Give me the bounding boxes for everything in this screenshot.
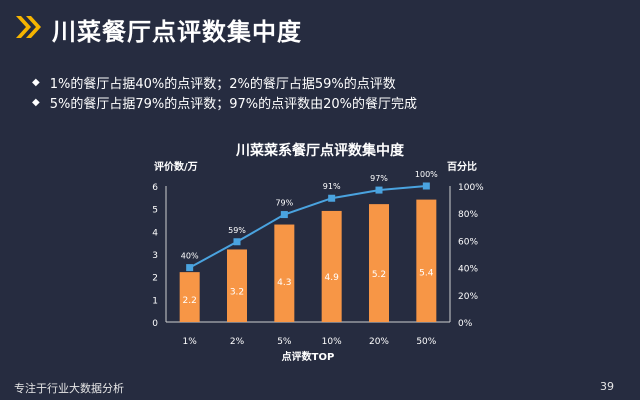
double-chevron-icon (16, 16, 41, 38)
y2-axis-title: 百分比 (447, 160, 477, 173)
line-value-label: 100% (415, 170, 438, 179)
bullet-list: ◆ 1%的餐厅占据40%的点评数；2%的餐厅占据59%的点评数 ◆ 5%的餐厅占… (30, 72, 417, 112)
y2-tick-label: 20% (458, 292, 478, 302)
bullet-text: 5%的餐厅占据79%的点评数；97%的点评数由20%的餐厅完成 (49, 96, 418, 112)
line-point (186, 264, 194, 272)
bar (321, 210, 342, 322)
line-point (422, 182, 430, 190)
bar-value-label: 4.9 (325, 273, 340, 283)
y2-tick-label: 0% (458, 319, 473, 329)
line-value-label: 97% (370, 174, 388, 183)
bar (179, 272, 200, 322)
bar (369, 204, 389, 322)
x-tick-label: 5% (277, 337, 292, 347)
diamond-bullet-icon: ◆ (32, 96, 40, 108)
x-tick-label: 20% (369, 337, 389, 347)
y2-tick-label: 80% (458, 210, 478, 220)
y-tick-label: 4 (152, 228, 158, 238)
line-value-label: 79% (275, 199, 293, 208)
y-tick-label: 6 (152, 183, 158, 193)
y-tick-label: 5 (152, 206, 158, 216)
x-tick-label: 50% (416, 337, 436, 347)
footer-text: 专注于行业大数据分析 (14, 382, 124, 395)
line-point (280, 211, 288, 219)
bar (227, 249, 247, 322)
x-tick-label: 1% (183, 337, 198, 347)
bar (416, 199, 437, 322)
y2-tick-label: 40% (458, 265, 478, 275)
bullet-text: 1%的餐厅占据40%的点评数；2%的餐厅占据59%的点评数 (49, 76, 396, 92)
page-number: 39 (600, 380, 614, 393)
y-tick-label: 1 (152, 296, 158, 306)
line-value-label: 40% (181, 252, 199, 261)
y-tick-label: 3 (152, 251, 158, 261)
line-point (328, 194, 336, 202)
bar-value-label: 5.4 (419, 268, 434, 278)
x-tick-label: 2% (230, 337, 245, 347)
bar-value-label: 4.3 (277, 278, 291, 288)
line-value-label: 59% (228, 226, 246, 235)
line-point (375, 186, 383, 194)
diamond-bullet-icon: ◆ (32, 76, 40, 88)
y-tick-label: 0 (152, 319, 158, 329)
bar-value-label: 2.2 (183, 296, 197, 306)
y2-tick-label: 100% (458, 183, 484, 193)
bar-value-label: 3.2 (230, 287, 244, 297)
x-tick-label: 10% (322, 337, 342, 347)
x-axis-title: 点评数TOP (282, 350, 335, 363)
y-tick-label: 2 (152, 274, 158, 284)
y2-tick-label: 60% (458, 237, 478, 247)
bullet-item: ◆ 5%的餐厅占据79%的点评数；97%的点评数由20%的餐厅完成 (30, 92, 417, 112)
cumulative-line (189, 185, 427, 269)
line-point (233, 238, 241, 246)
bullet-item: ◆ 1%的餐厅占据40%的点评数；2%的餐厅占据59%的点评数 (30, 72, 417, 92)
slide-title: 川菜餐厅点评数集中度 (52, 18, 302, 46)
bar (274, 224, 295, 322)
chart-title: 川菜菜系餐厅点评数集中度 (236, 143, 404, 159)
line-value-label: 91% (323, 182, 341, 191)
slide-header: 川菜餐厅点评数集中度 (0, 0, 640, 58)
y-axis-title: 评价数/万 (154, 160, 198, 173)
bar-value-label: 5.2 (372, 270, 386, 280)
